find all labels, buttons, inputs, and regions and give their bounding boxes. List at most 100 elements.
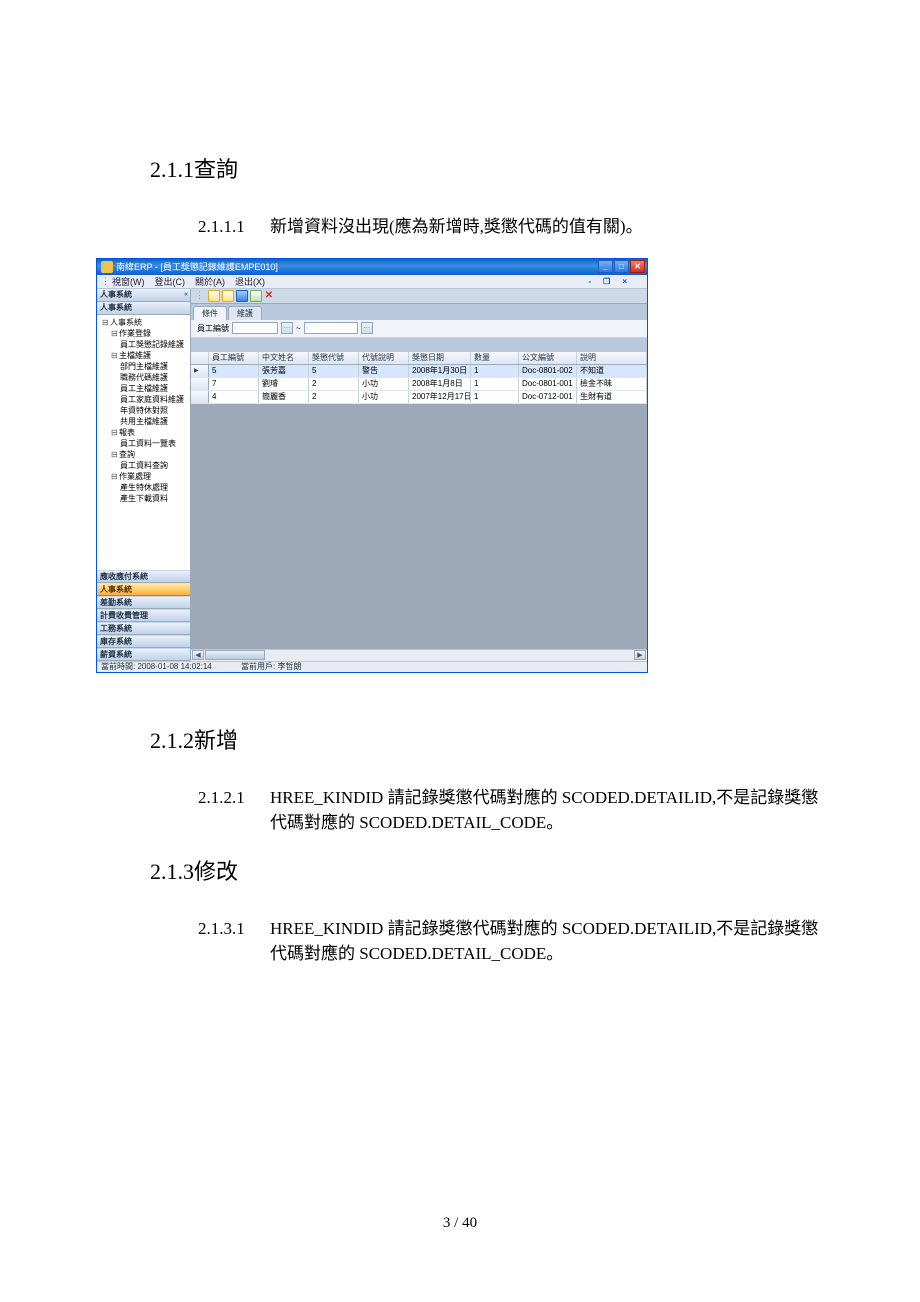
- horizontal-scrollbar[interactable]: ◀ ▶: [191, 649, 647, 661]
- cell: 2: [309, 391, 359, 403]
- sidebar-title: 人事系統: [100, 289, 132, 300]
- tree-node[interactable]: 員工主檔維護: [99, 383, 189, 394]
- app-icon: [101, 261, 113, 273]
- new2-icon[interactable]: [222, 290, 234, 302]
- tree-node[interactable]: ⊟作業登錄: [99, 328, 189, 339]
- menu-logout[interactable]: 登出(C): [155, 275, 186, 288]
- menu-about[interactable]: 關於(A): [195, 275, 225, 288]
- col-header[interactable]: 數量: [471, 352, 519, 364]
- maximize-button[interactable]: □: [614, 260, 629, 273]
- tree-node[interactable]: ⊟作業處理: [99, 471, 189, 482]
- tree-node[interactable]: 職務代碼維護: [99, 372, 189, 383]
- tree-node[interactable]: 員工資料一覽表: [99, 438, 189, 449]
- cell: 2: [309, 378, 359, 390]
- search-icon[interactable]: [250, 290, 262, 302]
- table-row[interactable]: 7 劉璿 2 小功 2008年1月8日 1 Doc-0801-001 檢金不昧: [191, 378, 647, 391]
- row-selector[interactable]: [191, 391, 209, 403]
- tree-node[interactable]: 年資特休對照: [99, 405, 189, 416]
- tree-node[interactable]: ⊟人事系統: [99, 317, 189, 328]
- tree-node[interactable]: 部門主檔維護: [99, 361, 189, 372]
- tab-maintain[interactable]: 維護: [228, 306, 262, 320]
- mdi-restore-icon[interactable]: ❐: [603, 277, 610, 286]
- new-icon[interactable]: [208, 290, 220, 302]
- delete-icon[interactable]: ✕: [264, 291, 274, 301]
- menubar: ⋮ 視窗(W) 登出(C) 關於(A) 退出(X) - ❐ ×: [97, 275, 647, 289]
- sidebar-item[interactable]: 庫存系統: [97, 635, 190, 648]
- heading-num: 2.1.2: [150, 728, 194, 753]
- heading-num: 2.1.2.1: [198, 785, 270, 836]
- heading-text: HREE_KINDID 請記錄獎懲代碼對應的 SCODED.DETAILID,不…: [270, 916, 830, 967]
- tree-node[interactable]: 員工獎懲記錄維護: [99, 339, 189, 350]
- cell: 5: [309, 365, 359, 377]
- col-header[interactable]: 說明: [577, 352, 647, 364]
- window-controls: _ □ ✕: [598, 260, 645, 273]
- tabstrip: 條件 維護: [191, 304, 647, 320]
- spacer: [191, 338, 647, 352]
- sidebar-stack: 應收應付系統 人事系統 差勤系統 計費收費管理 工務系統 庫存系統 薪資系統: [97, 570, 190, 661]
- cell: 1: [471, 365, 519, 377]
- heading-title: 修改: [194, 859, 238, 884]
- lookup-button[interactable]: …: [361, 322, 373, 334]
- heading-num: 2.1.1: [150, 157, 194, 182]
- sidebar-item[interactable]: 工務系統: [97, 622, 190, 635]
- tree-node[interactable]: ⊟主檔維護: [99, 350, 189, 361]
- sidebar-item[interactable]: 應收應付系統: [97, 570, 190, 583]
- col-header[interactable]: 代號說明: [359, 352, 409, 364]
- col-header[interactable]: 員工編號: [209, 352, 259, 364]
- emp-id-from-input[interactable]: [232, 322, 278, 334]
- sidebar-item[interactable]: 計費收費管理: [97, 609, 190, 622]
- col-header[interactable]: 獎懲日期: [409, 352, 471, 364]
- toolbar: ⋮ ✕: [191, 289, 647, 304]
- row-selector[interactable]: [191, 378, 209, 390]
- menu-exit[interactable]: 退出(X): [235, 275, 265, 288]
- row-selector[interactable]: [191, 365, 209, 377]
- save-icon[interactable]: [236, 290, 248, 302]
- heading-num: 2.1.3.1: [198, 916, 270, 967]
- sidebar-item[interactable]: 差勤系統: [97, 596, 190, 609]
- tree-node[interactable]: ⊟查詢: [99, 449, 189, 460]
- tree-node[interactable]: 產生特休處理: [99, 482, 189, 493]
- table-row[interactable]: 5 張芳嘉 5 警告 2008年1月30日 1 Doc-0801-002 不知道: [191, 365, 647, 378]
- page-number: 3 / 40: [0, 1215, 920, 1232]
- cell: 1: [471, 391, 519, 403]
- status-user: 當前用戶: 李哲朗: [241, 661, 301, 672]
- cell: 不知道: [577, 365, 647, 377]
- toolbar-grip: ⋮: [195, 290, 204, 301]
- lookup-button[interactable]: …: [281, 322, 293, 334]
- mdi-close-icon[interactable]: ×: [622, 277, 627, 286]
- mdi-controls: - ❐ ×: [588, 277, 637, 286]
- minimize-button[interactable]: _: [598, 260, 613, 273]
- heading-num: 2.1.1.1: [198, 214, 270, 240]
- col-header[interactable]: 中文姓名: [259, 352, 309, 364]
- heading-title: 新增: [194, 728, 238, 753]
- col-header[interactable]: 公文編號: [519, 352, 577, 364]
- tree-node[interactable]: 員工家庭資料維護: [99, 394, 189, 405]
- heading-2-1-1-1: 2.1.1.1 新增資料沒出現(應為新增時,獎懲代碼的值有關)。: [198, 214, 830, 240]
- status-time: 當前時間: 2008-01-08 14:02:14: [101, 661, 241, 672]
- scroll-thumb[interactable]: [205, 650, 265, 660]
- scroll-right-button[interactable]: ▶: [634, 650, 646, 660]
- menu-window[interactable]: 視窗(W): [112, 275, 145, 288]
- tab-conditions[interactable]: 條件: [193, 306, 227, 320]
- table-row[interactable]: 4 簡麗香 2 小功 2007年12月17日 1 Doc-0712-001 生財…: [191, 391, 647, 404]
- cell: 5: [209, 365, 259, 377]
- data-grid: 員工編號 中文姓名 獎懲代號 代號說明 獎懲日期 數量 公文編號 說明 5 張芳…: [191, 352, 647, 661]
- sidebar-subhead[interactable]: 人事系統: [97, 302, 190, 315]
- sidebar-item[interactable]: 薪資系統: [97, 648, 190, 661]
- tree-node[interactable]: 員工資料查詢: [99, 460, 189, 471]
- col-header[interactable]: 獎懲代號: [309, 352, 359, 364]
- heading-2-1-2-1: 2.1.2.1 HREE_KINDID 請記錄獎懲代碼對應的 SCODED.DE…: [198, 785, 830, 836]
- menubar-handle[interactable]: ⋮: [101, 276, 110, 287]
- cell: 小功: [359, 391, 409, 403]
- emp-id-to-input[interactable]: [304, 322, 358, 334]
- tree-node[interactable]: 共用主檔維護: [99, 416, 189, 427]
- scroll-left-button[interactable]: ◀: [192, 650, 204, 660]
- tree-node[interactable]: 產生下載資料: [99, 493, 189, 504]
- cell: Doc-0712-001: [519, 391, 577, 403]
- sidebar-item-active[interactable]: 人事系統: [97, 583, 190, 596]
- tree-node[interactable]: ⊟報表: [99, 427, 189, 438]
- sidebar-collapse-icon[interactable]: «: [184, 291, 188, 298]
- mdi-minimize-icon[interactable]: -: [588, 277, 591, 286]
- close-button[interactable]: ✕: [630, 260, 645, 273]
- heading-title: 查詢: [194, 157, 238, 182]
